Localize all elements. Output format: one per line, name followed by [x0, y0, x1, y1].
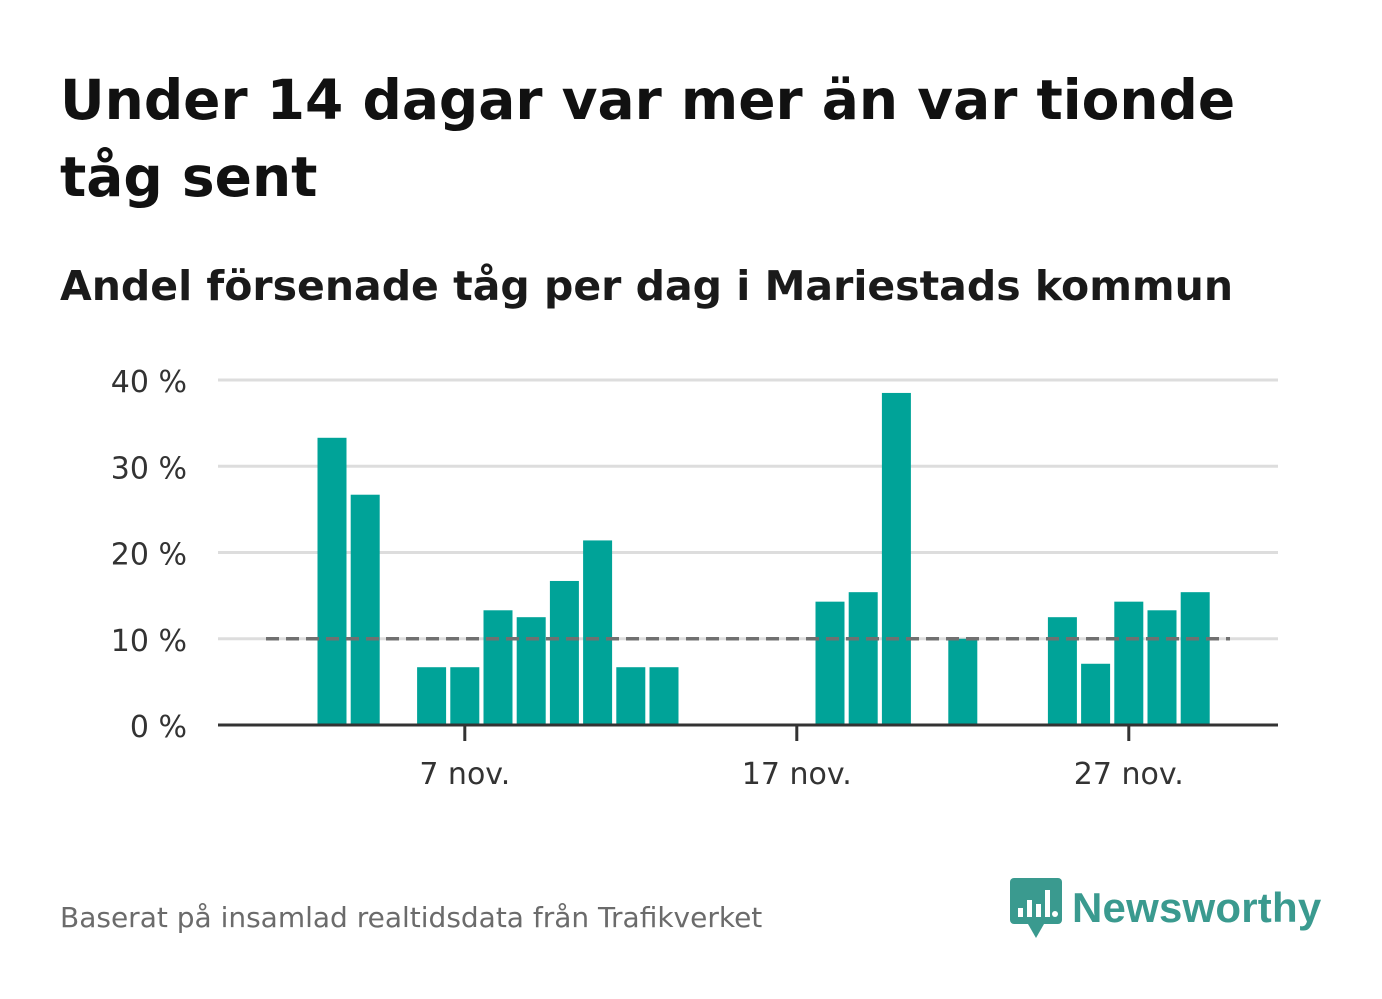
bar	[417, 667, 447, 725]
bar	[1047, 617, 1077, 725]
bars	[317, 392, 1210, 725]
bar	[616, 667, 646, 725]
x-tick-label: 27 nov.	[1074, 757, 1184, 792]
bar	[450, 667, 480, 725]
source-note: Baserat på insamlad realtidsdata från Tr…	[60, 901, 763, 934]
bar	[881, 392, 911, 725]
bar	[1180, 592, 1210, 725]
x-tick-label: 17 nov.	[742, 757, 852, 792]
axes: 0 % 10 % 20 % 30 % 40 % 7 nov. 17 nov. 27 nov.	[111, 365, 1278, 792]
y-tick-label: 0 %	[130, 710, 187, 745]
bar	[549, 580, 579, 725]
bar	[948, 638, 978, 725]
bar	[317, 437, 347, 725]
bar	[583, 540, 613, 725]
bar	[815, 601, 845, 725]
chart-subtitle: Andel försenade tåg per dag i Mariestads…	[60, 262, 1234, 310]
newsworthy-logo-icon	[1010, 878, 1062, 938]
y-tick-label: 20 %	[111, 538, 187, 573]
newsworthy-logo[interactable]: Newsworthy	[1010, 878, 1321, 938]
x-tick-label: 7 nov.	[419, 757, 510, 792]
bar	[1114, 601, 1144, 725]
bar	[350, 494, 380, 725]
brand-name: Newsworthy	[1072, 884, 1322, 931]
bar	[516, 617, 546, 725]
bar	[848, 592, 878, 725]
y-tick-label: 10 %	[111, 624, 187, 659]
y-tick-label: 30 %	[111, 451, 187, 486]
bar	[1147, 610, 1177, 725]
bar	[483, 610, 513, 725]
bar	[1081, 663, 1111, 725]
chart-title: Under 14 dagar var mer än var tionde tåg…	[60, 68, 1236, 209]
bar	[649, 667, 679, 725]
y-tick-label: 40 %	[111, 365, 187, 400]
